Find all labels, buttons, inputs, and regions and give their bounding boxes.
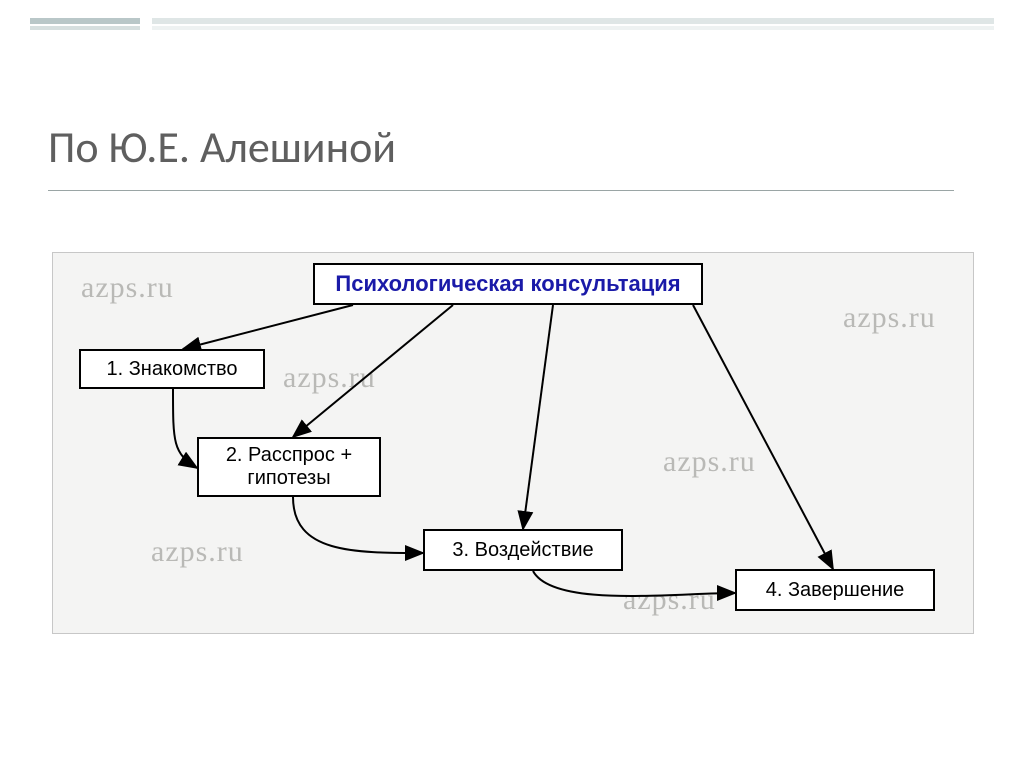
node-n3: 3. Воздействие <box>423 529 623 571</box>
edge-n2-n3 <box>293 497 423 553</box>
edge-n3-n4 <box>533 571 735 596</box>
node-root: Психологическая консультация <box>313 263 703 305</box>
accent-bar-left <box>30 18 140 24</box>
accent-bars <box>0 0 1024 30</box>
diagram: azps.ruazps.ruazps.ruazps.ruazps.ruazps.… <box>52 252 974 634</box>
accent-bar-right <box>152 18 994 24</box>
edge-root-n4 <box>693 305 833 569</box>
title-underline <box>48 190 954 191</box>
node-n1: 1. Знакомство <box>79 349 265 389</box>
edge-root-n1 <box>183 305 353 349</box>
slide-title: По Ю.Е. Алешиной <box>48 120 396 174</box>
node-n4: 4. Завершение <box>735 569 935 611</box>
accent-bar-right-shadow <box>152 26 994 30</box>
edge-n1-n2 <box>173 389 197 468</box>
edge-root-n2 <box>293 305 453 437</box>
slide: По Ю.Е. Алешиной azps.ruazps.ruazps.ruaz… <box>0 0 1024 767</box>
node-n2: 2. Расспрос + гипотезы <box>197 437 381 497</box>
edge-root-n3 <box>523 305 553 529</box>
accent-bar-left-shadow <box>30 26 140 30</box>
